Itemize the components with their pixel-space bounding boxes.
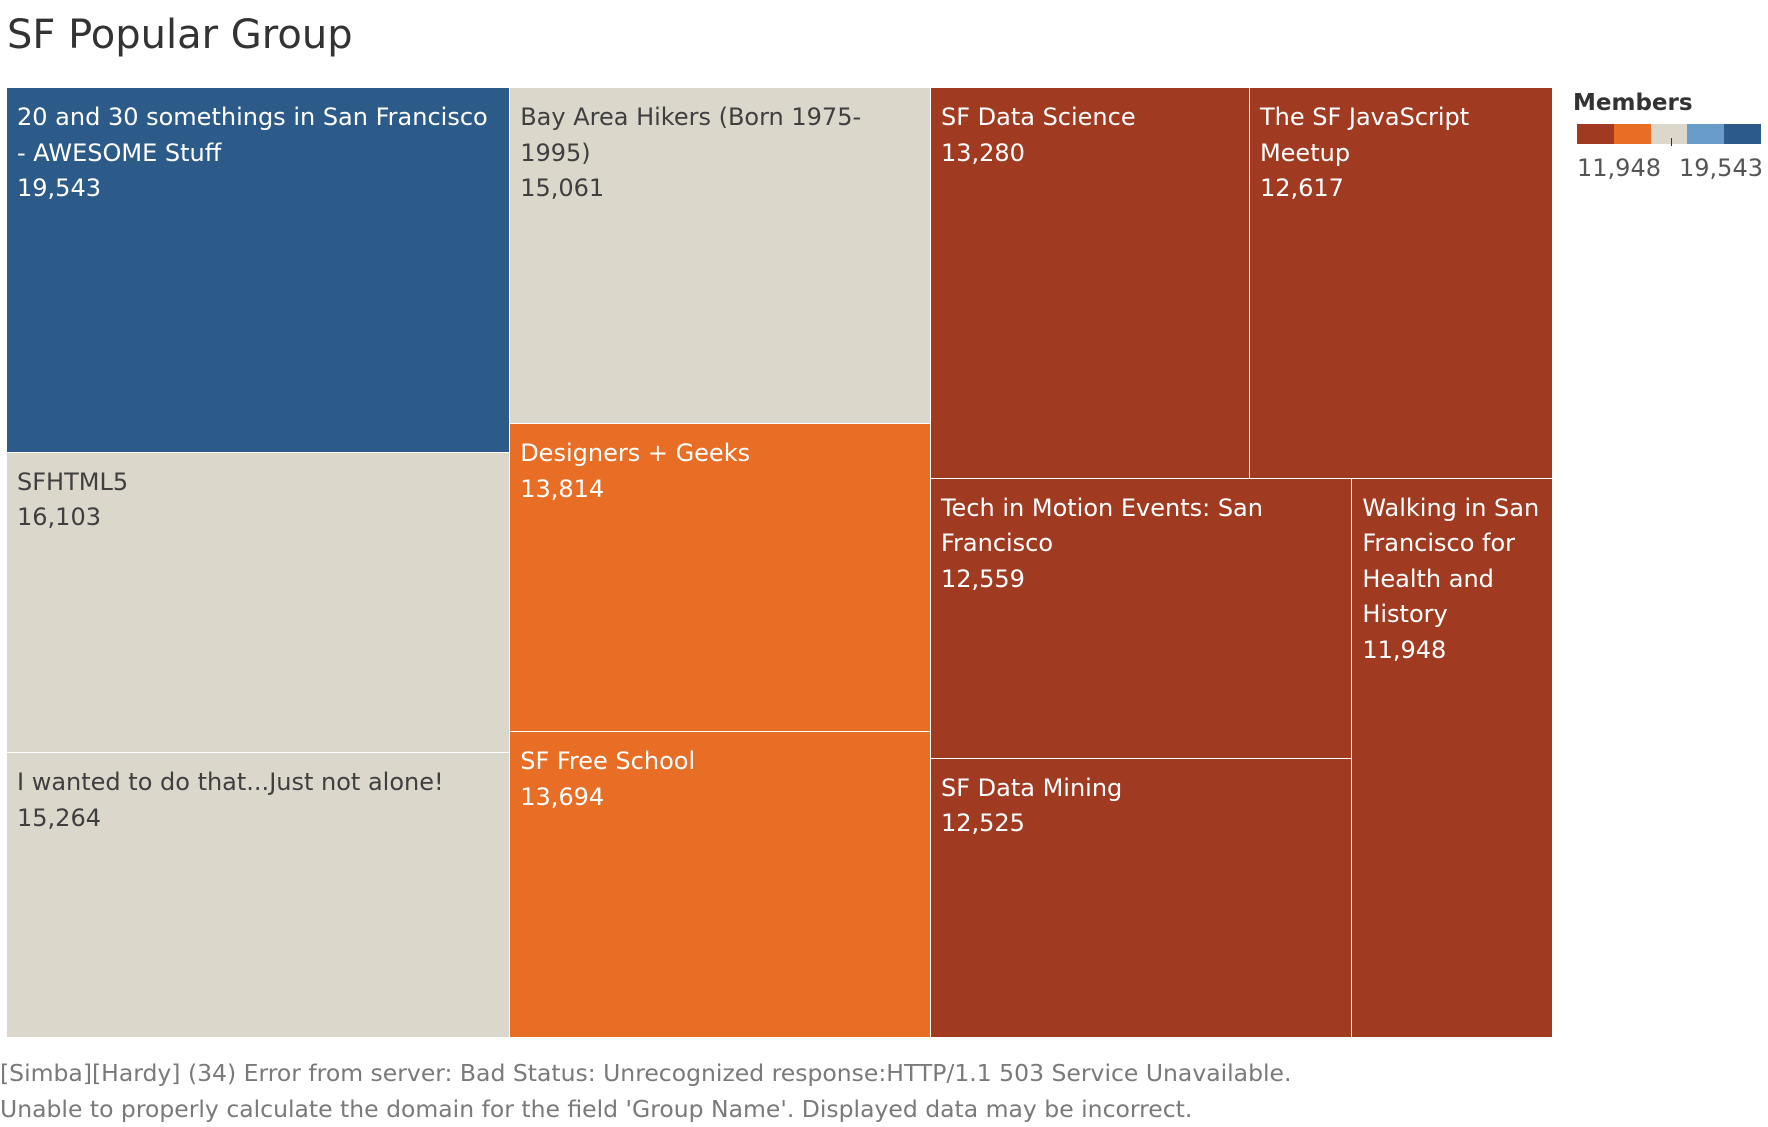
treemap-tile[interactable]: SF Data Mining 12,525 <box>930 758 1353 1038</box>
treemap-tile[interactable]: The SF JavaScript Meetup 12,617 <box>1249 88 1553 479</box>
tile-group-name: Walking in San Francisco for Health and … <box>1362 493 1540 629</box>
tile-group-name: SF Data Mining <box>940 773 1123 802</box>
legend-color-ramp <box>1577 124 1761 146</box>
tile-member-count: 13,280 <box>940 138 1025 167</box>
tile-group-name: I wanted to do that...Just not alone! <box>17 768 444 797</box>
tile-member-count: 13,814 <box>520 474 605 503</box>
treemap-tile[interactable]: Bay Area Hikers (Born 1975-1995) 15,061 <box>510 88 931 425</box>
tile-group-name: SF Free School <box>520 747 696 776</box>
legend-swatch-1 <box>1577 124 1614 144</box>
legend-swatch-2 <box>1613 124 1651 144</box>
color-legend: Members 11,948 19,543 <box>1573 90 1763 184</box>
tile-group-name: SFHTML5 <box>17 467 129 496</box>
treemap-tile[interactable]: I wanted to do that...Just not alone! 15,… <box>7 753 511 1038</box>
tile-member-count: 12,525 <box>940 809 1025 838</box>
tile-member-count: 15,061 <box>520 174 605 202</box>
error-line-1: [Simba][Hardy] (34) Error from server: B… <box>0 1059 1292 1087</box>
tile-member-count: 15,264 <box>17 803 101 832</box>
tile-member-count: 12,559 <box>940 564 1025 593</box>
tile-group-name: Designers + Geeks <box>520 439 751 468</box>
legend-min-label: 11,948 <box>1577 154 1661 182</box>
tile-member-count: 13,694 <box>520 782 605 811</box>
legend-max-label: 19,543 <box>1679 154 1763 182</box>
tile-group-name: The SF JavaScript Meetup <box>1259 103 1470 167</box>
tile-member-count: 16,103 <box>17 503 101 532</box>
treemap-tile[interactable]: SFHTML5 16,103 <box>7 452 511 754</box>
tile-member-count: 19,543 <box>17 174 101 202</box>
tile-group-name: SF Data Science <box>940 103 1136 131</box>
chart-title: SF Popular Group <box>7 12 353 58</box>
legend-title: Members <box>1573 90 1693 116</box>
tile-member-count: 12,617 <box>1259 174 1344 202</box>
treemap-tile[interactable]: 20 and 30 somethings in San Francisco - … <box>7 88 511 453</box>
legend-swatch-4 <box>1687 124 1725 144</box>
tile-group-name: Tech in Motion Events: San Francisco <box>940 493 1263 558</box>
error-line-2: Unable to properly calculate the domain … <box>0 1095 1193 1123</box>
treemap-tile[interactable]: Walking in San Francisco for Health and … <box>1352 478 1553 1038</box>
tile-member-count: 11,948 <box>1362 635 1447 664</box>
tile-group-name: 20 and 30 somethings in San Francisco - … <box>17 103 488 167</box>
treemap-tile[interactable]: Tech in Motion Events: San Francisco 12,5… <box>930 478 1353 759</box>
error-message: [Simba][Hardy] (34) Error from server: B… <box>0 1055 1291 1127</box>
legend-swatch-5 <box>1724 124 1761 144</box>
tile-group-name: Bay Area Hikers (Born 1975-1995) <box>520 103 862 167</box>
legend-swatch-3 <box>1650 124 1688 144</box>
treemap-tile[interactable]: SF Free School 13,694 <box>510 732 931 1038</box>
legend-tick-mark <box>1671 138 1672 146</box>
treemap-tile[interactable]: Designers + Geeks 13,814 <box>510 424 931 733</box>
treemap-tile[interactable]: SF Data Science 13,280 <box>930 88 1250 479</box>
